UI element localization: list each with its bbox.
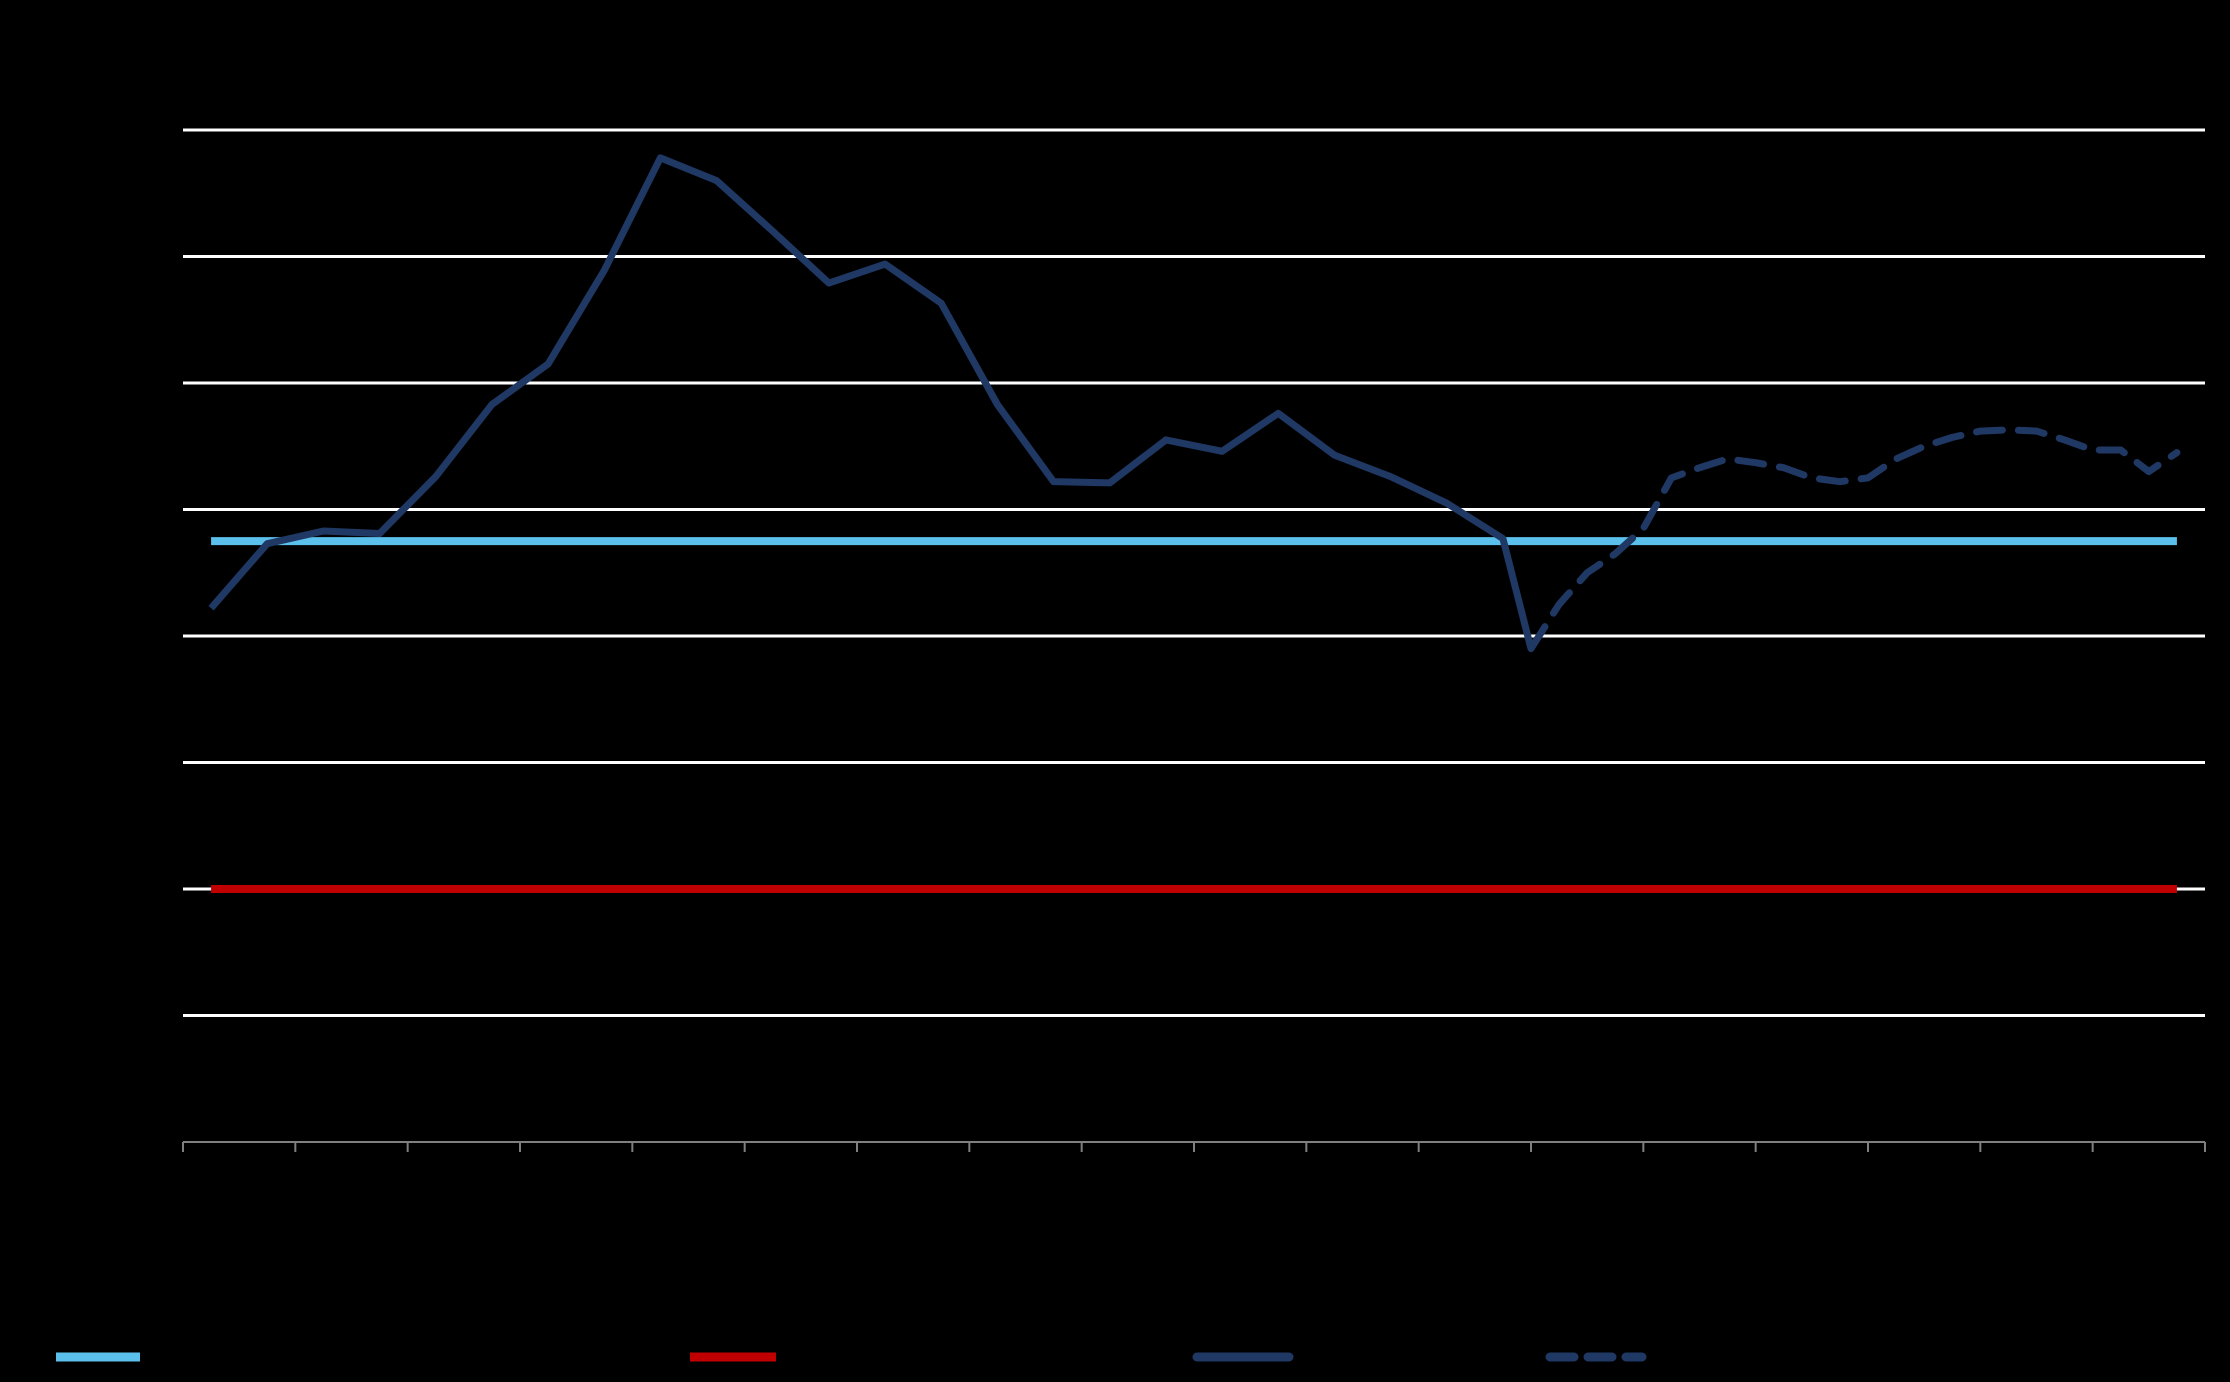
- series-line-actual: [208, 154, 1535, 650]
- y-gridlines: [183, 128, 2205, 1017]
- series-line-projection: [1527, 426, 2181, 653]
- series-lines: [208, 154, 2181, 893]
- x-axis: [182, 1141, 2206, 1152]
